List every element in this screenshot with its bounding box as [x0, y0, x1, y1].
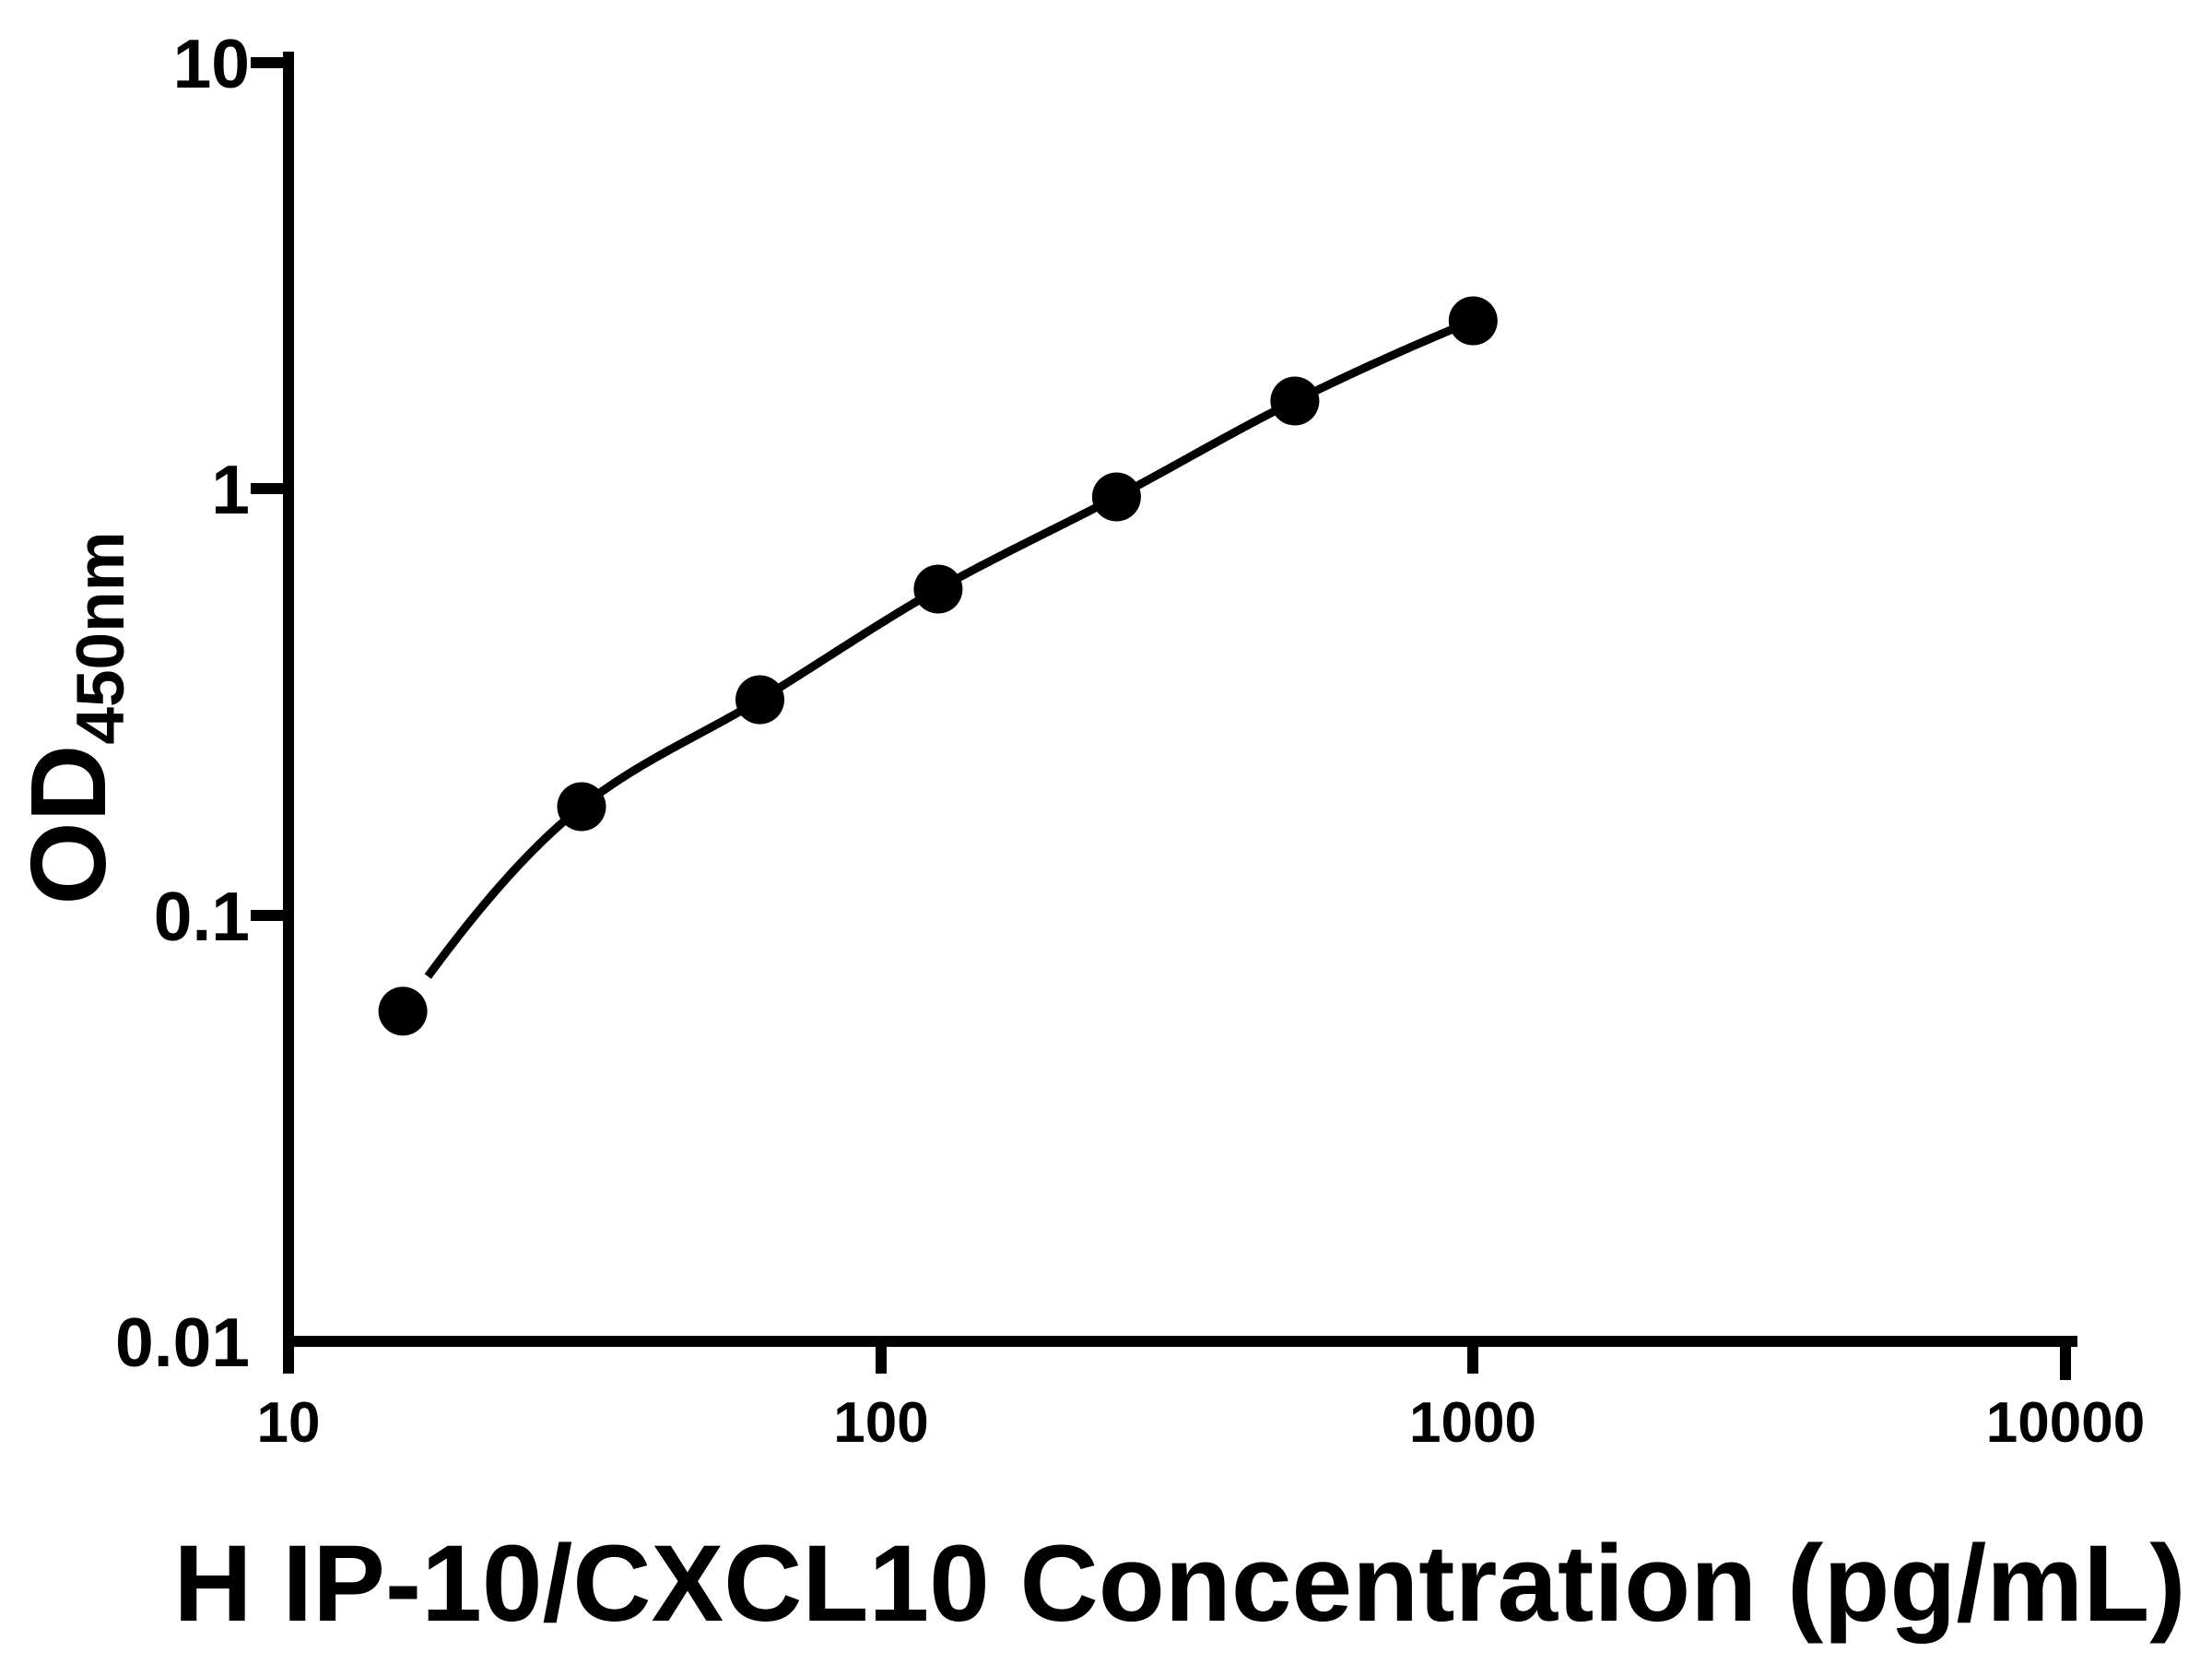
svg-text:1: 1	[211, 451, 250, 528]
svg-text:0.01: 0.01	[115, 1304, 250, 1381]
svg-text:10000: 10000	[1986, 1391, 2145, 1455]
svg-text:1000: 1000	[1409, 1391, 1536, 1455]
svg-text:10: 10	[173, 25, 250, 102]
svg-text:10: 10	[257, 1391, 321, 1455]
svg-text:0.1: 0.1	[154, 878, 250, 955]
svg-text:H IP-10/CXCL10 Concentration (: H IP-10/CXCL10 Concentration (pg/mL)	[173, 1523, 2185, 1645]
svg-text:100: 100	[833, 1391, 928, 1455]
svg-text:OD450nm: OD450nm	[8, 531, 138, 904]
